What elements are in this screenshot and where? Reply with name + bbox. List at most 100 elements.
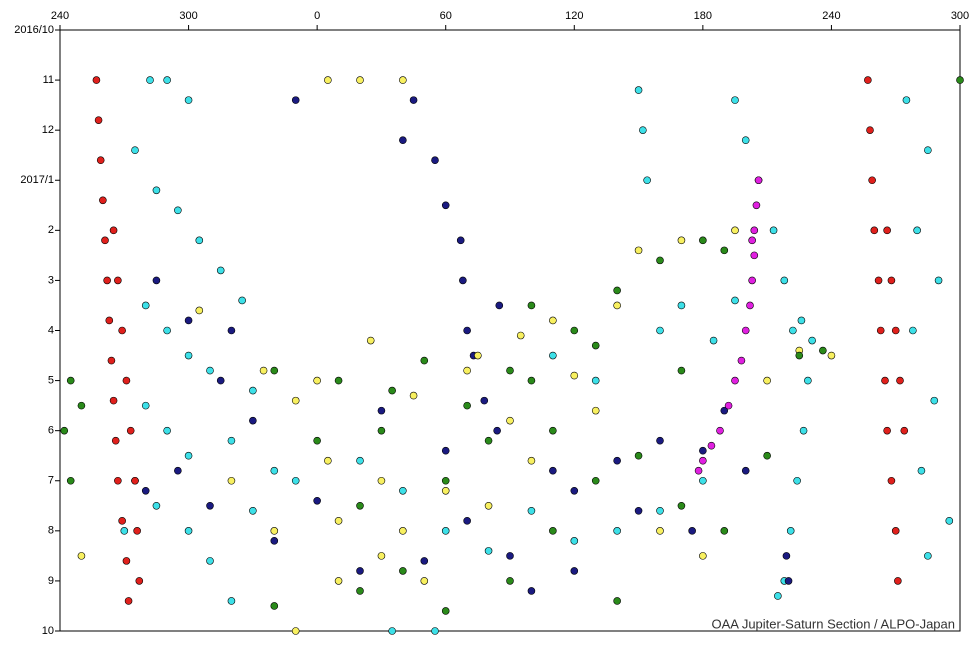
data-point	[731, 376, 739, 385]
data-point	[463, 326, 471, 335]
data-point	[441, 607, 450, 615]
data-point	[141, 301, 150, 310]
data-point	[356, 456, 364, 465]
data-point	[613, 301, 621, 310]
data-point	[399, 76, 407, 84]
data-point	[484, 501, 493, 510]
y-tick-label: 3	[48, 274, 54, 286]
data-point	[677, 501, 686, 510]
y-tick-label: 5	[48, 374, 54, 386]
data-point	[122, 376, 131, 385]
data-point	[699, 236, 707, 245]
data-point	[259, 366, 268, 375]
data-point	[720, 246, 729, 255]
data-point	[441, 201, 450, 210]
data-point	[133, 527, 141, 535]
data-point	[356, 501, 364, 510]
y-tick-label: 9	[48, 575, 54, 587]
data-point	[656, 256, 664, 265]
data-point	[827, 351, 836, 360]
data-point	[731, 96, 739, 104]
data-point	[270, 527, 279, 535]
data-point	[131, 146, 139, 154]
data-point	[864, 76, 872, 84]
data-point	[356, 587, 364, 595]
data-point	[613, 286, 621, 295]
data-point	[819, 346, 827, 355]
data-point	[945, 517, 954, 525]
data-point	[876, 326, 885, 335]
y-tick-label: 2017/1	[20, 174, 54, 186]
x-tick-label: 240	[822, 10, 840, 22]
data-point	[797, 316, 806, 325]
data-point	[656, 436, 664, 445]
data-point	[881, 376, 889, 385]
data-point	[643, 176, 651, 185]
data-point	[799, 426, 808, 435]
data-point	[549, 316, 557, 325]
data-point	[527, 456, 536, 465]
data-point	[930, 396, 939, 405]
data-point	[570, 326, 579, 335]
data-point	[808, 336, 816, 345]
data-point	[141, 486, 150, 495]
data-point	[782, 552, 791, 560]
data-point	[184, 527, 193, 535]
data-point	[495, 301, 504, 310]
data-point	[109, 396, 118, 405]
data-point	[334, 517, 343, 525]
data-point	[699, 476, 707, 485]
data-point	[146, 76, 154, 84]
data-point	[741, 326, 750, 335]
data-point	[924, 146, 932, 154]
data-point	[656, 506, 664, 515]
data-point	[737, 356, 746, 365]
data-point	[634, 86, 643, 94]
data-point	[152, 501, 161, 510]
data-point	[763, 376, 771, 385]
data-point	[184, 351, 193, 360]
data-point	[934, 276, 943, 285]
data-point	[66, 476, 75, 485]
data-point	[634, 506, 643, 515]
data-point	[874, 276, 883, 285]
data-point	[270, 366, 279, 375]
data-point	[748, 236, 756, 245]
data-point	[789, 326, 797, 335]
data-point	[216, 376, 225, 385]
data-point	[484, 436, 493, 445]
data-point	[463, 401, 471, 410]
data-point	[227, 436, 236, 445]
data-point	[463, 366, 471, 375]
data-point	[639, 126, 647, 134]
y-tick-label: 8	[48, 525, 54, 537]
data-point	[570, 567, 579, 575]
data-point	[769, 226, 778, 235]
data-point	[388, 386, 396, 395]
data-point	[699, 446, 707, 455]
y-tick-label: 6	[48, 425, 54, 437]
data-point	[238, 296, 246, 305]
data-point	[720, 527, 729, 535]
data-point	[227, 326, 236, 335]
data-point	[699, 456, 707, 465]
data-point	[441, 476, 450, 485]
data-point	[763, 451, 771, 460]
data-point	[356, 76, 364, 84]
data-point	[786, 527, 795, 535]
data-point	[174, 466, 182, 475]
data-point	[731, 226, 739, 235]
data-point	[114, 476, 122, 485]
data-point	[409, 96, 418, 104]
data-point	[784, 577, 793, 585]
data-point	[152, 186, 161, 195]
data-point	[195, 306, 204, 315]
data-point	[780, 276, 789, 285]
data-point	[707, 441, 716, 450]
data-point	[887, 476, 896, 485]
data-point	[527, 301, 536, 310]
data-point	[163, 326, 171, 335]
x-tick-label: 300	[951, 10, 969, 22]
data-point	[118, 517, 126, 525]
